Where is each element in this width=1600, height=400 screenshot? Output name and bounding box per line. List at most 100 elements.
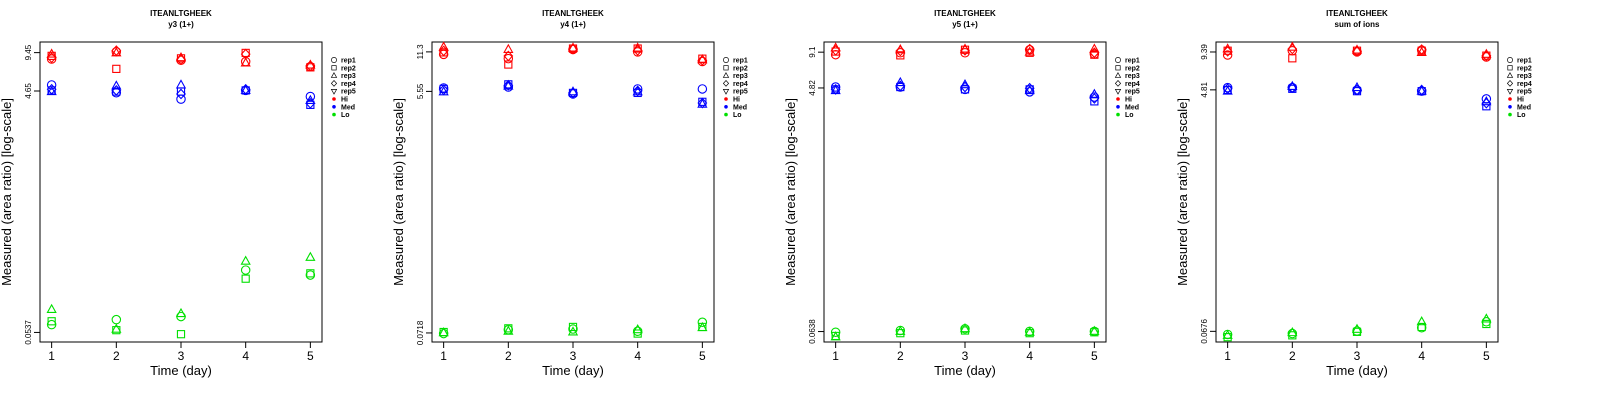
x-tick-label: 3 [570,349,577,363]
chart-subtitle: y4 (1+) [560,20,586,29]
legend-label: rep2 [341,65,356,72]
data-point [111,80,122,90]
data-point [568,324,578,334]
legend-label: rep5 [1125,89,1140,96]
legend-marker [332,97,336,101]
data-point [503,43,514,53]
data-point [305,91,316,102]
legend-marker [330,89,338,95]
data-point [111,314,122,325]
legend-marker [1115,57,1121,63]
x-tick-label: 3 [178,349,185,363]
legend-label: rep4 [733,81,748,88]
legend-marker [1114,80,1122,87]
data-point [1222,83,1233,95]
data-point [503,325,514,335]
y-tick-label: 4.65 [24,83,33,99]
data-point [305,60,316,72]
legend-label: Hi [1517,97,1524,104]
data-point [632,86,643,96]
y-tick-label: 0.0638 [808,319,817,344]
data-point [1024,326,1035,336]
x-tick-label: 5 [1091,349,1098,363]
legend-label: Hi [733,97,740,104]
data-point [438,84,449,96]
y-tick-label: 9.45 [24,44,33,60]
plot-frame [39,41,323,343]
x-axis-label: Time (day) [934,363,996,378]
chart-title: ITEANLTGHEEK [150,9,212,18]
x-axis-label: Time (day) [542,363,604,378]
legend-marker [330,72,338,78]
data-point [503,50,514,62]
data-point [895,45,906,57]
data-point [176,54,186,66]
legend-marker [723,65,729,71]
legend-label: rep1 [1125,58,1140,65]
data-point [503,79,514,91]
data-point [1416,44,1427,55]
data-point [503,82,514,92]
chart-panel: ITEANLTGHEEK sum of ions 1 2 3 4 5 0.0676 4.81 9.… [1175,9,1532,378]
data-point [176,88,186,100]
data-point [830,331,841,341]
y-tick-label: 0.0718 [416,320,425,345]
chart-title: ITEANLTGHEEK [934,9,996,18]
data-point [1481,97,1492,109]
legend-label: rep3 [341,73,356,80]
data-point [1416,316,1427,326]
legend-marker [722,80,730,87]
data-point [632,84,643,94]
data-point [633,44,642,53]
data-point [960,48,970,58]
data-point [697,54,708,66]
x-tick-label: 1 [832,349,839,363]
legend-label: rep5 [341,89,356,96]
y-axis-label: Measured (area ratio) [log-scale] [0,98,14,286]
data-point [1024,43,1035,55]
data-point [1222,45,1233,57]
data-point [46,54,57,64]
data-point [305,97,316,109]
data-point [960,81,970,93]
legend-marker [723,57,729,63]
legend-marker [724,97,728,101]
legend-marker [1506,72,1514,78]
data-point [697,98,708,108]
legend-label: Hi [341,97,348,104]
legend-marker [1115,65,1121,71]
x-tick-label: 5 [1483,349,1490,363]
chart-panel: ITEANLTGHEEK y5 (1+) 1 2 3 4 5 0.0638 4.82 9.1 Tim… [783,9,1140,378]
data-point [305,251,316,261]
data-point [438,327,449,337]
legend-label: rep3 [1517,73,1532,80]
y-tick-label: 4.81 [1200,82,1209,98]
data-point [568,322,578,332]
data-point [1287,43,1298,55]
x-tick-label: 2 [897,349,904,363]
legend-marker [331,65,337,71]
legend-marker [722,72,730,78]
chart-title: ITEANLTGHEEK [1326,9,1388,18]
legend-label: rep2 [1517,65,1532,72]
data-point [1481,313,1492,323]
data-point [960,84,970,95]
data-point [46,319,57,330]
x-tick-label: 3 [1354,349,1361,363]
y-axis-label: Measured (area ratio) [log-scale] [391,98,406,286]
data-point [697,317,708,328]
x-tick-label: 2 [1289,349,1296,363]
legend-marker [1507,65,1513,71]
data-point [46,303,57,314]
legend-marker [1114,89,1122,95]
data-point [438,41,449,51]
data-point [830,83,841,95]
data-point [112,64,121,73]
legend-label: Lo [1517,112,1526,119]
data-point [830,327,841,338]
data-point [240,83,251,95]
data-point [240,57,251,67]
legend-marker [330,80,338,87]
legend-label: Lo [733,112,742,119]
